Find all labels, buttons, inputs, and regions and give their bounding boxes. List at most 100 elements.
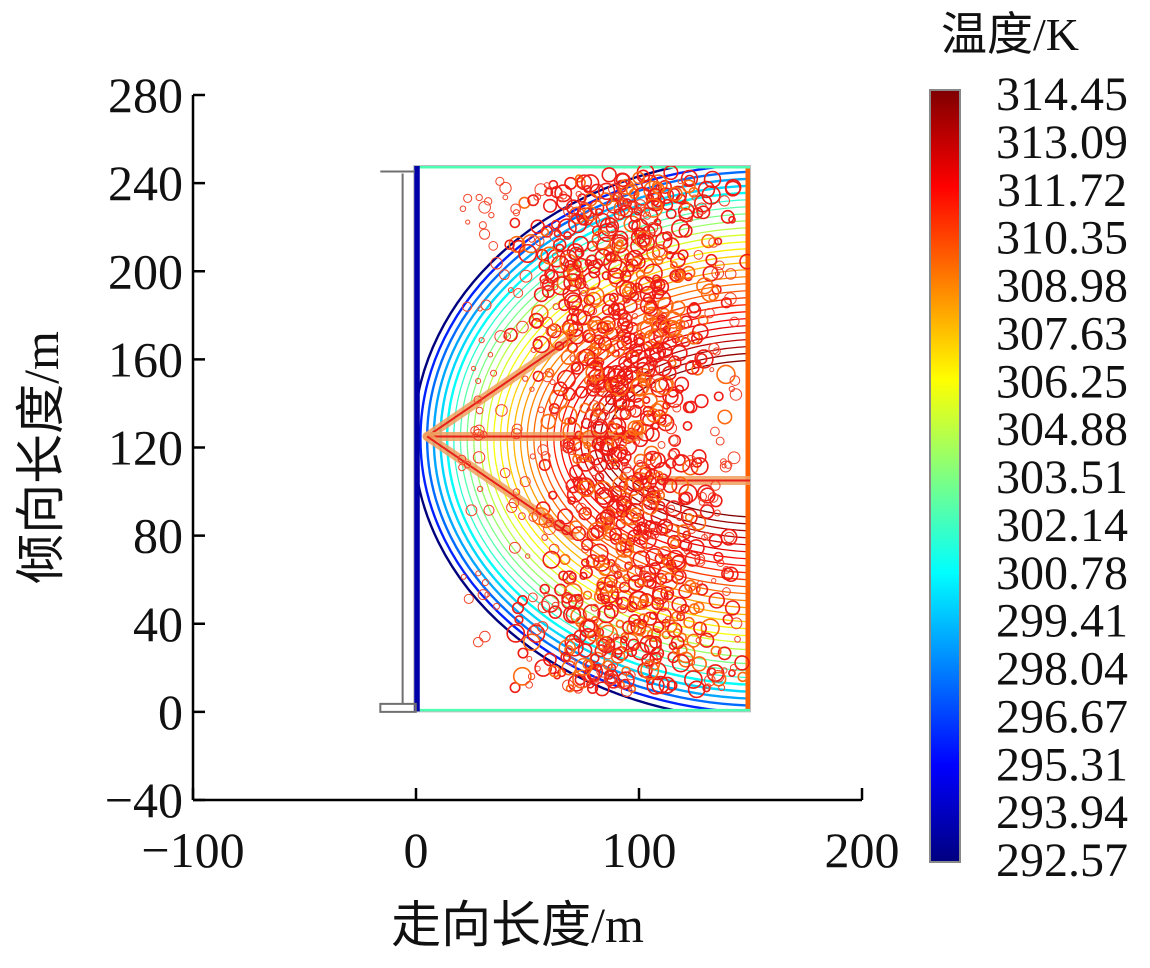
hot-cell	[573, 684, 583, 694]
hot-cell	[667, 504, 676, 513]
hot-cell	[548, 543, 560, 555]
colorbar-gradient	[929, 89, 961, 863]
hot-cell	[595, 207, 604, 217]
hot-cell	[620, 458, 630, 467]
hot-cell	[677, 202, 695, 220]
hot-cell	[530, 219, 545, 234]
hot-cell	[675, 513, 684, 522]
hot-cell	[586, 383, 600, 397]
hot-cell	[627, 596, 643, 612]
hot-cell	[608, 419, 615, 427]
bottom-edge-band	[413, 708, 751, 712]
hot-cell	[703, 531, 711, 539]
hot-cell	[628, 489, 645, 506]
hot-cell	[694, 349, 714, 369]
y-axis-label: 倾向长度/m	[13, 331, 69, 584]
hot-cell	[603, 377, 620, 394]
hot-cell	[493, 602, 500, 610]
hot-cell	[560, 349, 576, 365]
hot-cell	[677, 178, 683, 185]
hot-cell	[503, 327, 518, 342]
hot-cell	[548, 402, 560, 415]
hot-cell	[664, 616, 672, 623]
hot-cell	[703, 170, 722, 189]
hot-cell	[575, 190, 583, 198]
hot-cell	[532, 370, 544, 382]
hot-cell	[562, 605, 582, 624]
hot-cell	[631, 313, 639, 320]
hot-cell	[597, 525, 606, 533]
hot-cell	[570, 361, 585, 375]
hot-cell	[565, 684, 575, 693]
hot-cell	[470, 425, 480, 436]
hot-cell	[718, 684, 726, 692]
hot-cell	[625, 537, 636, 547]
hot-cell	[671, 568, 687, 585]
hot-cell	[463, 193, 473, 203]
hot-cell	[573, 257, 589, 273]
hot-cell	[477, 485, 484, 493]
hot-cell	[669, 269, 681, 282]
hot-cell	[603, 246, 617, 261]
hot-cell	[528, 512, 539, 522]
hot-cell	[605, 393, 617, 406]
hot-cell	[512, 666, 532, 686]
hot-cell	[596, 581, 606, 590]
hot-cell	[461, 301, 473, 312]
hot-cell	[614, 240, 623, 250]
hot-cell	[575, 595, 584, 604]
hot-cell	[595, 628, 602, 635]
hot-cell	[577, 193, 587, 203]
hot-cell	[657, 488, 664, 495]
hot-cell	[709, 367, 715, 373]
hot-cell	[566, 444, 577, 455]
hot-cell	[541, 371, 554, 383]
hot-cell	[650, 507, 668, 526]
hot-cell	[573, 629, 587, 643]
hot-cell	[494, 330, 508, 343]
hot-cell	[668, 434, 682, 447]
hot-cell	[543, 591, 549, 597]
hot-cell	[488, 212, 495, 219]
hot-cell	[530, 623, 543, 636]
hot-cell	[620, 635, 628, 644]
hot-cell	[667, 450, 678, 460]
hot-cell	[518, 196, 531, 209]
hot-cell	[499, 467, 511, 479]
hot-cell	[606, 209, 620, 223]
hot-cell	[654, 328, 664, 338]
hot-cell	[465, 504, 478, 517]
hot-cell	[701, 185, 721, 205]
hot-cell	[665, 208, 677, 220]
hot-cell	[634, 230, 653, 249]
hot-cell	[627, 638, 641, 651]
hot-cell	[516, 320, 529, 334]
hot-cell	[644, 659, 654, 669]
hot-cell	[521, 233, 541, 254]
hot-cell	[597, 336, 612, 351]
hot-cell	[577, 282, 589, 294]
hot-cell	[639, 570, 652, 583]
hot-cell	[699, 504, 715, 519]
hot-cell	[717, 409, 733, 425]
hot-cell	[527, 592, 538, 603]
hot-cell	[687, 525, 697, 534]
hot-cell	[692, 207, 704, 219]
hot-cell	[540, 451, 551, 462]
y-tick-label: 0	[158, 684, 183, 740]
hot-cell	[682, 530, 691, 540]
hot-cell	[623, 294, 631, 303]
hot-cell	[729, 664, 738, 672]
hot-cell	[619, 204, 634, 218]
hot-cell	[646, 408, 661, 423]
y-tick-label: 160	[108, 331, 183, 387]
hot-cell	[711, 577, 717, 584]
x-tick-label: 200	[825, 822, 900, 878]
hot-cell	[472, 636, 484, 648]
hot-cell	[670, 554, 686, 570]
hot-cell	[636, 233, 651, 247]
hot-cell	[471, 365, 477, 372]
hot-cell	[722, 587, 731, 596]
hot-cell	[691, 323, 709, 341]
hot-cell	[534, 665, 541, 672]
